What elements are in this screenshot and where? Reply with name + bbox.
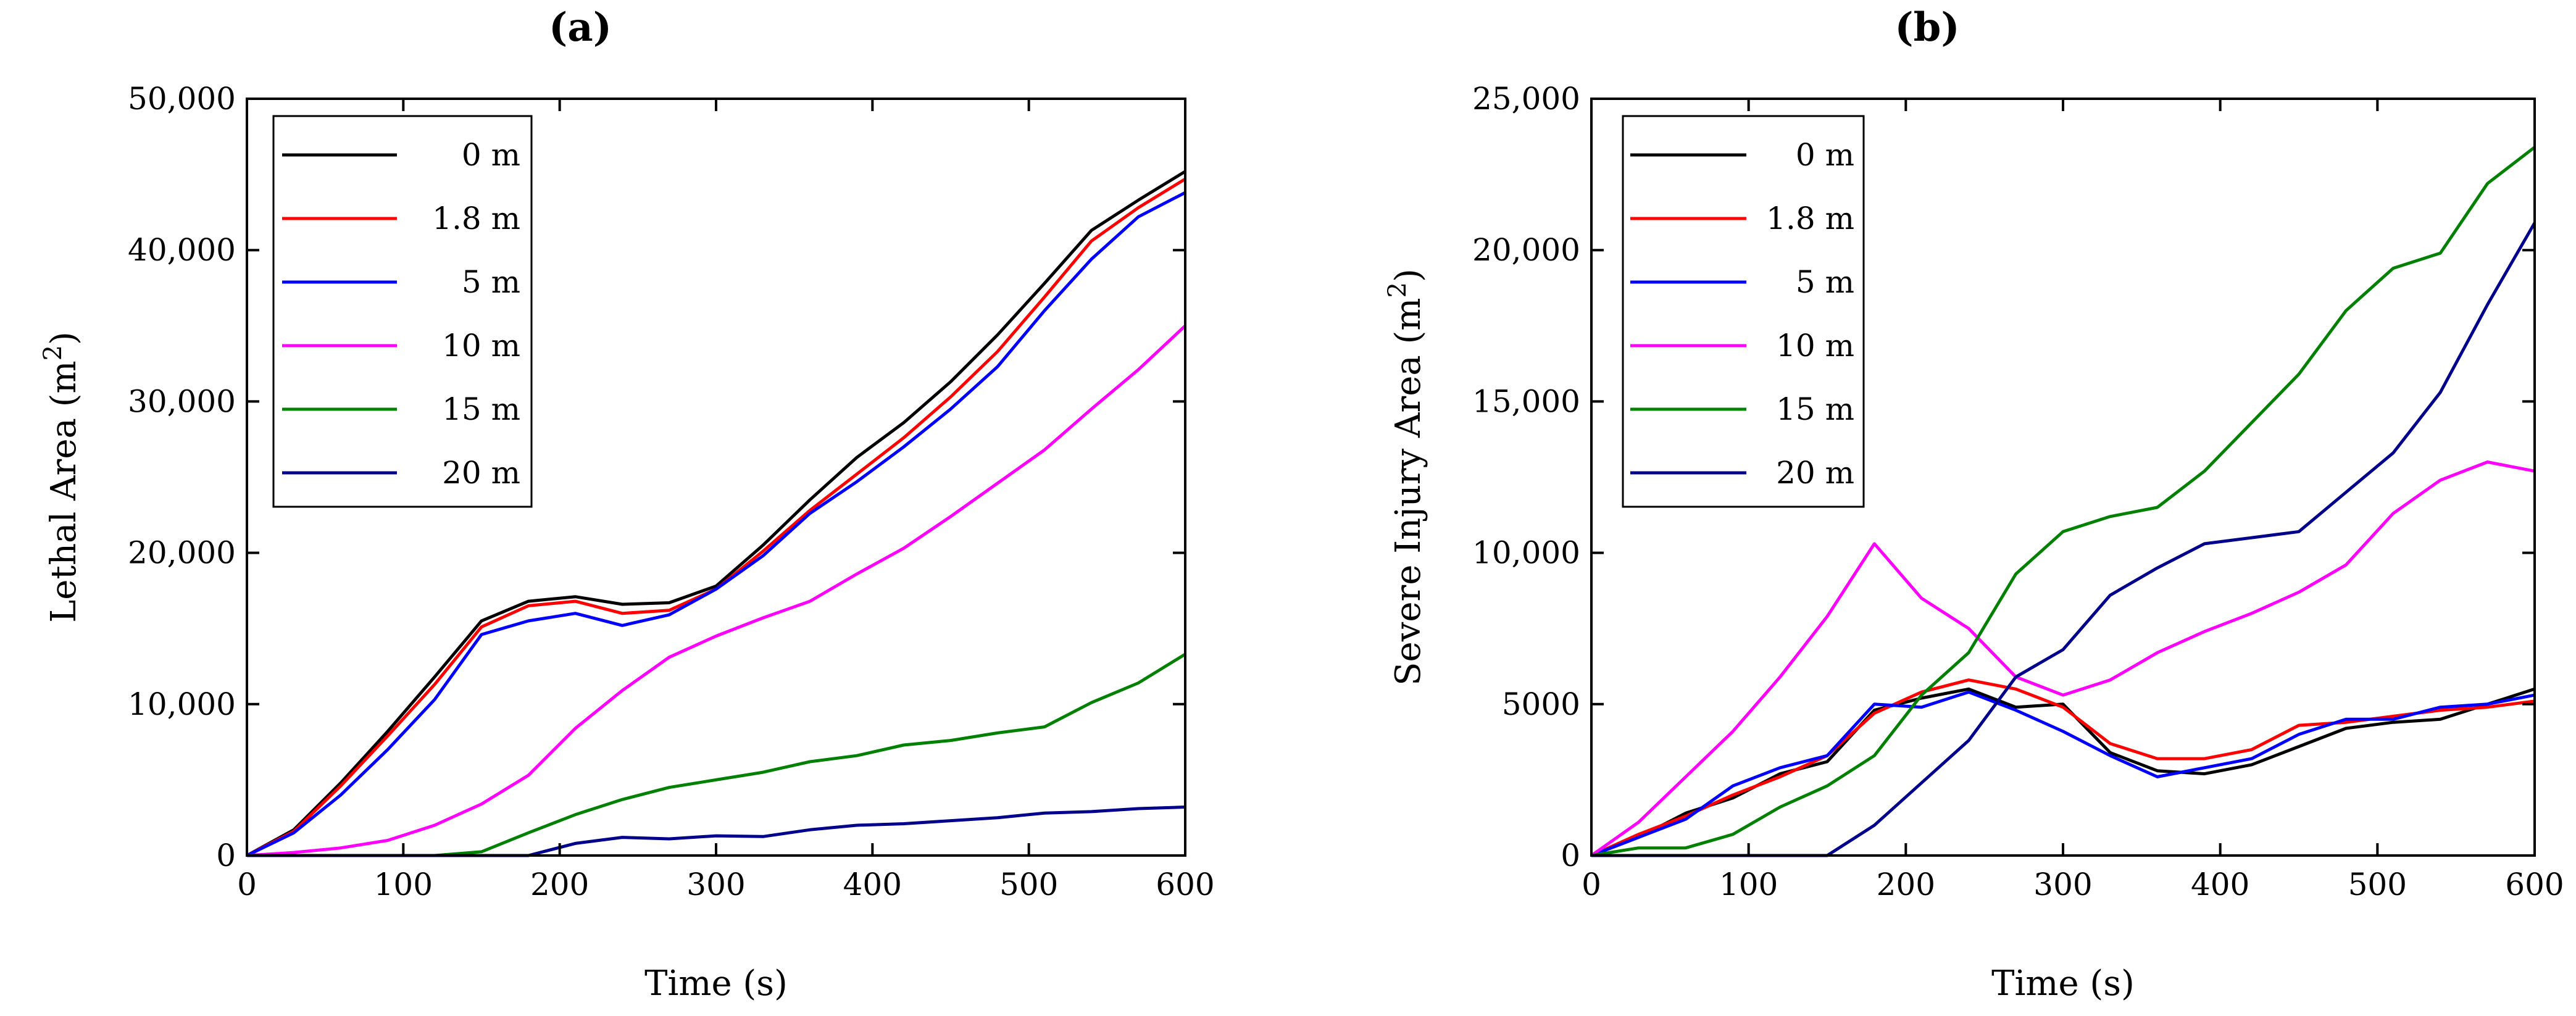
- legend-label: 0 m: [462, 137, 520, 173]
- y-axis-title-text: Severe Injury Area (m: [1388, 298, 1428, 686]
- y-tick-label: 25,000: [1472, 81, 1580, 117]
- series-line-5m: [246, 191, 1186, 857]
- legend-label: 5 m: [1796, 264, 1854, 300]
- x-tick-label: 400: [843, 867, 902, 902]
- legend-label: 1.8 m: [1766, 201, 1854, 236]
- legend-label: 5 m: [462, 264, 520, 300]
- x-tick-label: 600: [1156, 867, 1214, 902]
- x-tick-label: 300: [686, 867, 745, 902]
- y-axis-title-close: ): [44, 331, 84, 345]
- x-tick-label: 100: [1719, 867, 1778, 902]
- panel-label: (a): [549, 4, 612, 51]
- legend-label: 15 m: [442, 391, 520, 427]
- x-tick-label: 200: [1877, 867, 1935, 902]
- x-tick-label: 500: [2348, 867, 2407, 902]
- y-tick-label: 0: [1561, 838, 1580, 873]
- series-line-10m: [246, 324, 1186, 857]
- y-axis-title-text: Lethal Area (m: [44, 360, 84, 622]
- legend-box: [1622, 115, 1865, 508]
- x-tick-label: 300: [2033, 867, 2092, 902]
- x-tick-label: 500: [999, 867, 1058, 902]
- panel-label: (b): [1894, 4, 1959, 51]
- x-axis-title: Time (s): [644, 964, 788, 1004]
- y-axis-title: Lethal Area (m2): [39, 331, 84, 623]
- x-tick-label: 0: [1582, 867, 1601, 902]
- x-axis-title: Time (s): [1991, 964, 2135, 1004]
- series-line-15m: [247, 652, 1186, 857]
- legend-label: 0 m: [1796, 137, 1854, 173]
- series-line-5m: [1591, 690, 2535, 857]
- series-line-0m: [246, 170, 1186, 857]
- y-tick-label: 10,000: [128, 686, 236, 722]
- legend-label: 20 m: [442, 455, 520, 491]
- y-axis-title: Severe Injury Area (m2): [1383, 269, 1428, 686]
- y-axis-title-superscript: 2: [39, 345, 67, 360]
- chart-panel-b: (b) 0 100 200 300 400 500 600 0 5000 10,000 15,000 2…: [1383, 4, 2564, 1004]
- y-axis-title-close: ): [1388, 269, 1428, 282]
- chart-panel-a: (a) 0 100 200 300 400 500 600 0 10,000 20,000 30,00…: [39, 4, 1215, 1004]
- legend-box: [272, 115, 533, 508]
- y-tick-label: 15,000: [1472, 383, 1580, 419]
- series-line-10m: [1590, 460, 2535, 857]
- y-tick-label: 5000: [1502, 686, 1580, 722]
- series-line-15m: [1591, 146, 2536, 857]
- y-tick-label: 0: [216, 838, 236, 873]
- y-tick-label: 20,000: [1472, 232, 1580, 268]
- legend-label: 10 m: [442, 328, 520, 364]
- x-tick-label: 600: [2505, 867, 2564, 902]
- series-line-0m: [1591, 687, 2535, 857]
- y-tick-label: 20,000: [128, 535, 236, 571]
- y-tick-label: 10,000: [1472, 535, 1580, 571]
- y-tick-label: 40,000: [128, 232, 236, 268]
- x-tick-label: 400: [2191, 867, 2249, 902]
- legend-label: 15 m: [1776, 391, 1854, 427]
- legend-label: 1.8 m: [432, 201, 520, 236]
- y-tick-label: 50,000: [128, 81, 236, 117]
- x-tick-label: 200: [530, 867, 589, 902]
- series-line-18m: [1590, 678, 2535, 857]
- x-tick-label: 0: [237, 867, 257, 902]
- legend-label: 20 m: [1776, 455, 1854, 491]
- y-tick-label: 30,000: [128, 383, 236, 419]
- x-tick-label: 100: [374, 867, 433, 902]
- y-axis-title-superscript: 2: [1383, 282, 1412, 298]
- legend-label: 10 m: [1776, 328, 1854, 364]
